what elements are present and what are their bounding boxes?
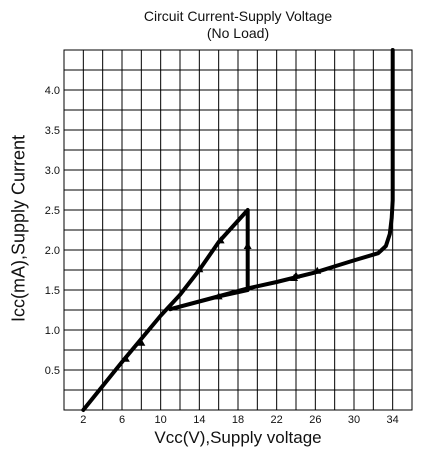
series-line (81, 48, 395, 412)
arrow-marker (195, 265, 204, 273)
x-tick-label: 26 (309, 414, 321, 426)
arrow-markers (121, 236, 322, 362)
y-tick-label: 4.0 (45, 85, 60, 97)
y-tick-label: 2.0 (45, 245, 60, 257)
arrow-marker (214, 292, 223, 300)
x-axis-label: Vcc(V),Supply voltage (154, 428, 322, 447)
arrow-marker (121, 354, 130, 362)
x-tick-label: 22 (271, 414, 283, 426)
x-tick-label: 34 (387, 414, 399, 426)
plot-frame (63, 49, 413, 411)
arrow-marker (137, 338, 146, 346)
y-tick-label: 0.5 (45, 365, 60, 377)
y-tick-label: 2.5 (45, 205, 60, 217)
arrow-marker (243, 242, 252, 249)
x-tick-label: 18 (232, 414, 244, 426)
y-tick-label: 3.5 (45, 125, 60, 137)
x-tick-label: 14 (193, 414, 205, 426)
arrow-marker (313, 266, 322, 274)
chart-subtitle: (No Load) (206, 25, 270, 41)
x-tick-labels: 2 6 10 14 18 22 26 30 34 (80, 414, 399, 426)
arrow-marker (292, 271, 300, 279)
x-tick-label: 30 (348, 414, 360, 426)
chart-title: Circuit Current-Supply Voltage (143, 8, 333, 24)
x-tick-label: 2 (80, 414, 86, 426)
y-tick-label: 1.5 (45, 285, 60, 297)
chart-title-block: Circuit Current-Supply Voltage (No Load) (64, 8, 412, 42)
grid-lines (64, 50, 412, 410)
series-group (81, 48, 395, 412)
y-tick-labels: 0.5 1.0 1.5 2.0 2.5 3.0 3.5 4.0 (45, 85, 60, 377)
y-tick-label: 3.0 (45, 165, 60, 177)
x-tick-label: 10 (155, 414, 167, 426)
x-tick-label: 6 (119, 414, 125, 426)
arrow-marker (216, 236, 225, 244)
y-tick-label: 1.0 (45, 325, 60, 337)
